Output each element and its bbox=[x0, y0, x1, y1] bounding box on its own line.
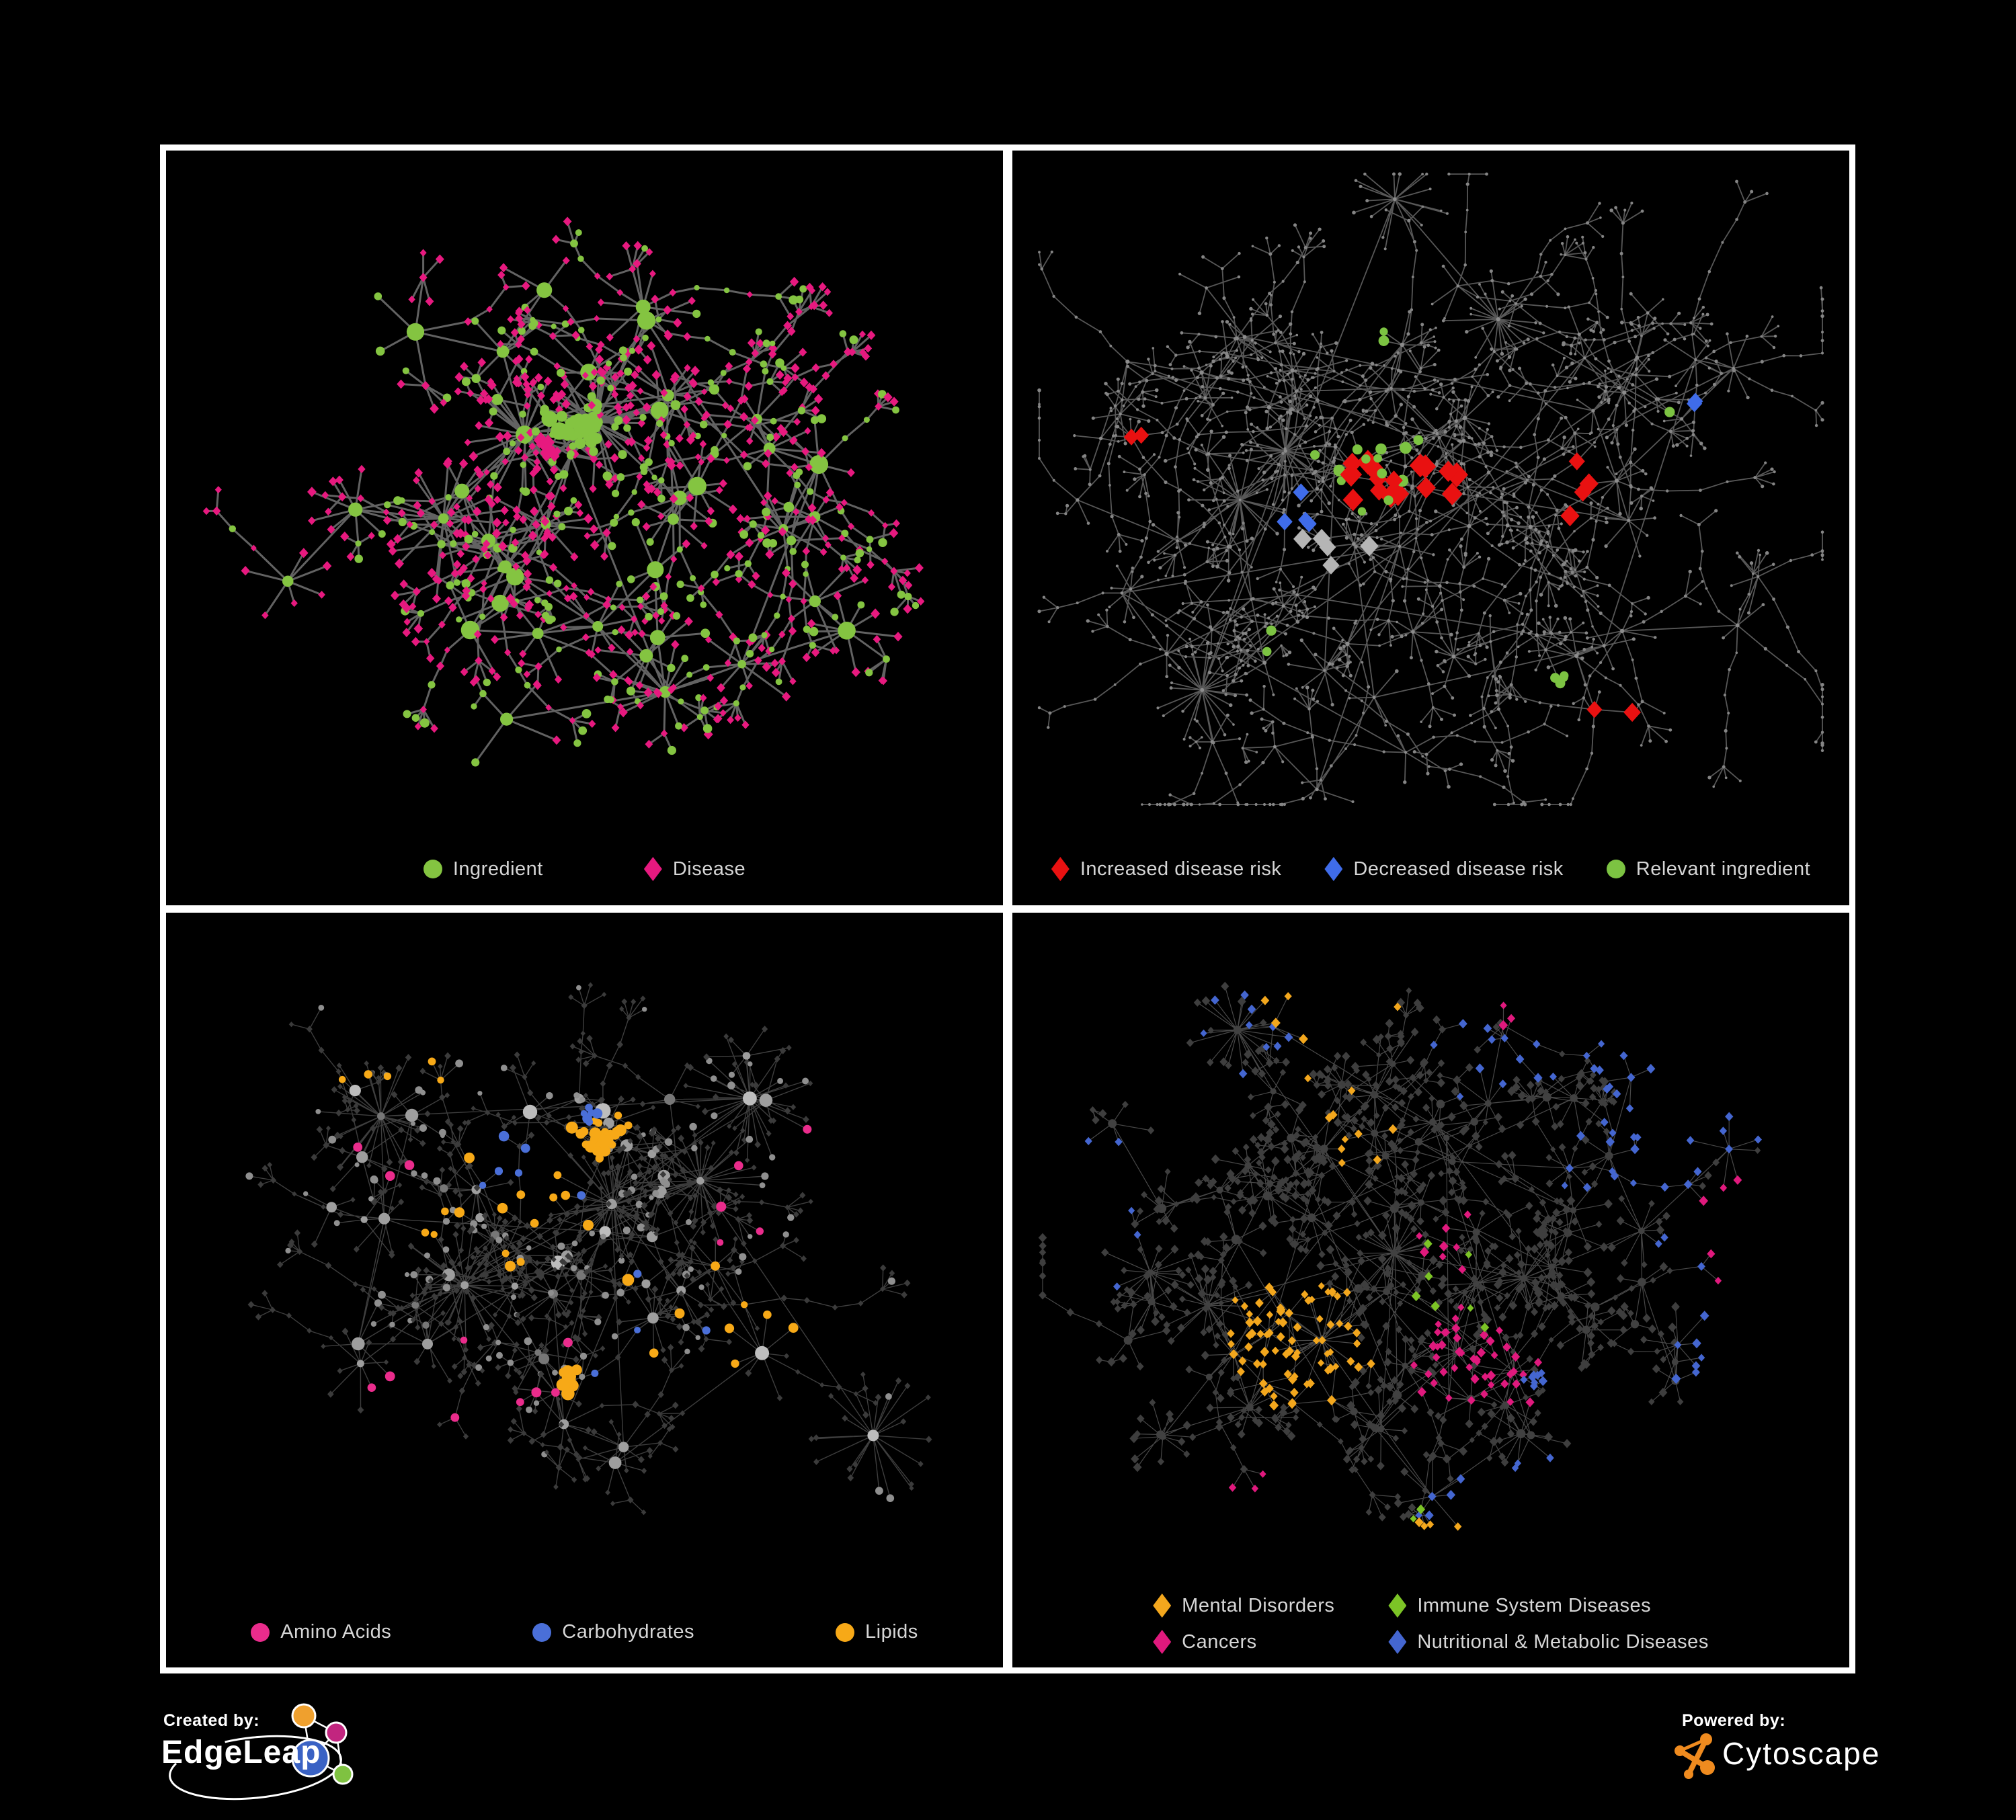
circle-marker-icon bbox=[423, 860, 442, 878]
cytoscape-logo-icon bbox=[1675, 1733, 1715, 1779]
network-graph-disease-risk bbox=[1037, 172, 1824, 806]
created-by-lockup: Created by: EdgeLeap bbox=[155, 1699, 376, 1820]
legend-item: Ingredient bbox=[423, 858, 543, 880]
edgeleap-logo-icon bbox=[169, 1703, 354, 1801]
legend-label: Disease bbox=[672, 858, 746, 880]
legend-label: Decreased disease risk bbox=[1353, 858, 1564, 880]
legend-ingredient-disease: Ingredient Disease bbox=[166, 857, 1003, 881]
diamond-marker-icon bbox=[643, 857, 662, 881]
legend-item: Lipids bbox=[836, 1621, 918, 1643]
diamond-marker-icon bbox=[1324, 857, 1343, 881]
legend-label: Mental Disorders bbox=[1182, 1594, 1335, 1616]
legend-label: Carbohydrates bbox=[562, 1621, 694, 1643]
legend-item: Decreased disease risk bbox=[1324, 857, 1563, 881]
legend-label: Relevant ingredient bbox=[1636, 858, 1811, 880]
panel-nutrient-classes: Amino Acids Carbohydrates Lipids bbox=[166, 913, 1003, 1667]
circle-marker-icon bbox=[532, 1622, 552, 1642]
legend-label: Increased disease risk bbox=[1080, 858, 1282, 880]
legend-item: Amino Acids bbox=[251, 1621, 391, 1643]
legend-label: Immune System Diseases bbox=[1417, 1594, 1652, 1616]
diamond-marker-icon bbox=[1388, 1594, 1407, 1618]
legend-item: Cancers bbox=[1153, 1630, 1257, 1654]
created-by-label: Created by: bbox=[163, 1711, 260, 1730]
legend-label: Amino Acids bbox=[280, 1621, 392, 1643]
diamond-marker-icon bbox=[1051, 857, 1070, 881]
legend-item: Nutritional & Metabolic Diseases bbox=[1388, 1630, 1708, 1654]
legend-item: Immune System Diseases bbox=[1388, 1594, 1651, 1618]
circle-marker-icon bbox=[836, 1622, 854, 1642]
legend-label: Nutritional & Metabolic Diseases bbox=[1417, 1630, 1709, 1653]
edgeleap-wordmark: EdgeLeap bbox=[161, 1735, 321, 1770]
network-graph-nutrient-classes bbox=[245, 982, 932, 1516]
legend-label: Cancers bbox=[1182, 1630, 1257, 1653]
diamond-marker-icon bbox=[1153, 1630, 1172, 1654]
legend-disease-categories: Mental Disorders Immune System Diseases Ca… bbox=[1012, 1594, 1849, 1654]
legend-label: Ingredient bbox=[452, 858, 543, 880]
legend-item: Increased disease risk bbox=[1051, 857, 1282, 881]
panel-disease-risk: Increased disease risk Decreased disease … bbox=[1012, 151, 1849, 905]
legend-disease-risk: Increased disease risk Decreased disease … bbox=[1012, 857, 1849, 881]
powered-by-label: Powered by: bbox=[1682, 1711, 1786, 1730]
legend-item: Relevant ingredient bbox=[1606, 858, 1811, 880]
powered-by-lockup: Powered by: Cytoscape bbox=[1672, 1699, 1901, 1810]
figure-frame: Ingredient Disease Increased disease risk… bbox=[160, 144, 1855, 1673]
panel-disease-categories: Mental Disorders Immune System Diseases Ca… bbox=[1012, 913, 1849, 1667]
legend-item: Carbohydrates bbox=[532, 1621, 694, 1643]
panel-ingredient-disease: Ingredient Disease bbox=[166, 151, 1003, 905]
network-graph-disease-categories bbox=[1038, 981, 1762, 1531]
legend-nutrient-classes: Amino Acids Carbohydrates Lipids bbox=[166, 1621, 1003, 1643]
legend-label: Lipids bbox=[865, 1621, 918, 1643]
diamond-marker-icon bbox=[1153, 1594, 1172, 1618]
network-graph-ingredient-disease bbox=[202, 216, 925, 767]
circle-marker-icon bbox=[251, 1622, 270, 1642]
diamond-marker-icon bbox=[1388, 1630, 1407, 1654]
legend-item: Mental Disorders bbox=[1153, 1594, 1334, 1618]
legend-item: Disease bbox=[643, 857, 746, 881]
cytoscape-wordmark: Cytoscape bbox=[1722, 1736, 1881, 1771]
circle-marker-icon bbox=[1606, 860, 1625, 878]
